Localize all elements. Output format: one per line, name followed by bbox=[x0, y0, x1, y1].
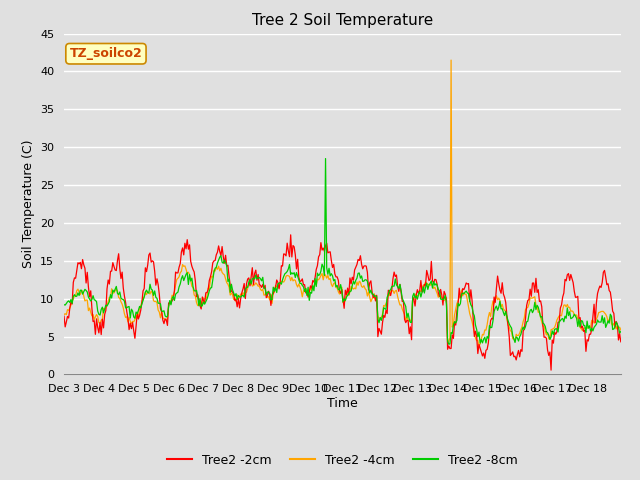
Y-axis label: Soil Temperature (C): Soil Temperature (C) bbox=[22, 140, 35, 268]
X-axis label: Time: Time bbox=[327, 397, 358, 410]
Title: Tree 2 Soil Temperature: Tree 2 Soil Temperature bbox=[252, 13, 433, 28]
Legend: Tree2 -2cm, Tree2 -4cm, Tree2 -8cm: Tree2 -2cm, Tree2 -4cm, Tree2 -8cm bbox=[162, 449, 523, 472]
Text: TZ_soilco2: TZ_soilco2 bbox=[70, 47, 142, 60]
